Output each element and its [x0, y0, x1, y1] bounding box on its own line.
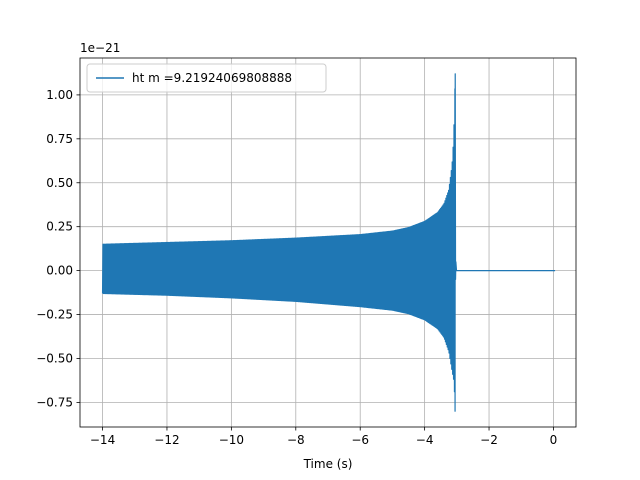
x-tick-label: 0: [550, 433, 558, 447]
x-tick-label: −10: [219, 433, 244, 447]
x-axis-label: Time (s): [303, 457, 353, 471]
x-tick-label: −2: [480, 433, 498, 447]
y-tick-label: −0.75: [36, 395, 73, 409]
axes-ticks: −14 −12 −10 −8 −6 −4 −2 0 −0.75 −0.50 −0.25 0.00 0.2…: [36, 88, 557, 447]
plot-area: [101, 73, 556, 412]
series-line: [101, 73, 556, 412]
y-tick-label: 1.00: [46, 88, 73, 102]
x-tick-label: −6: [351, 433, 369, 447]
y-offset-label: 1e−21: [80, 41, 120, 55]
x-tick-label: −12: [154, 433, 179, 447]
x-tick-label: −8: [287, 433, 305, 447]
legend-label: ht m =9.21924069808888: [132, 71, 292, 85]
y-tick-label: 0.00: [46, 264, 73, 278]
y-tick-label: 0.75: [46, 132, 73, 146]
legend: ht m =9.21924069808888: [86, 63, 327, 93]
plot-frame: [79, 57, 577, 428]
grid: [80, 58, 576, 427]
y-tick-label: 0.50: [46, 176, 73, 190]
x-tick-label: −4: [416, 433, 434, 447]
legend-box: [86, 63, 327, 93]
x-tick-label: −14: [90, 433, 115, 447]
y-tick-label: −0.25: [36, 308, 73, 322]
y-tick-label: −0.50: [36, 351, 73, 365]
y-tick-label: 0.25: [46, 220, 73, 234]
